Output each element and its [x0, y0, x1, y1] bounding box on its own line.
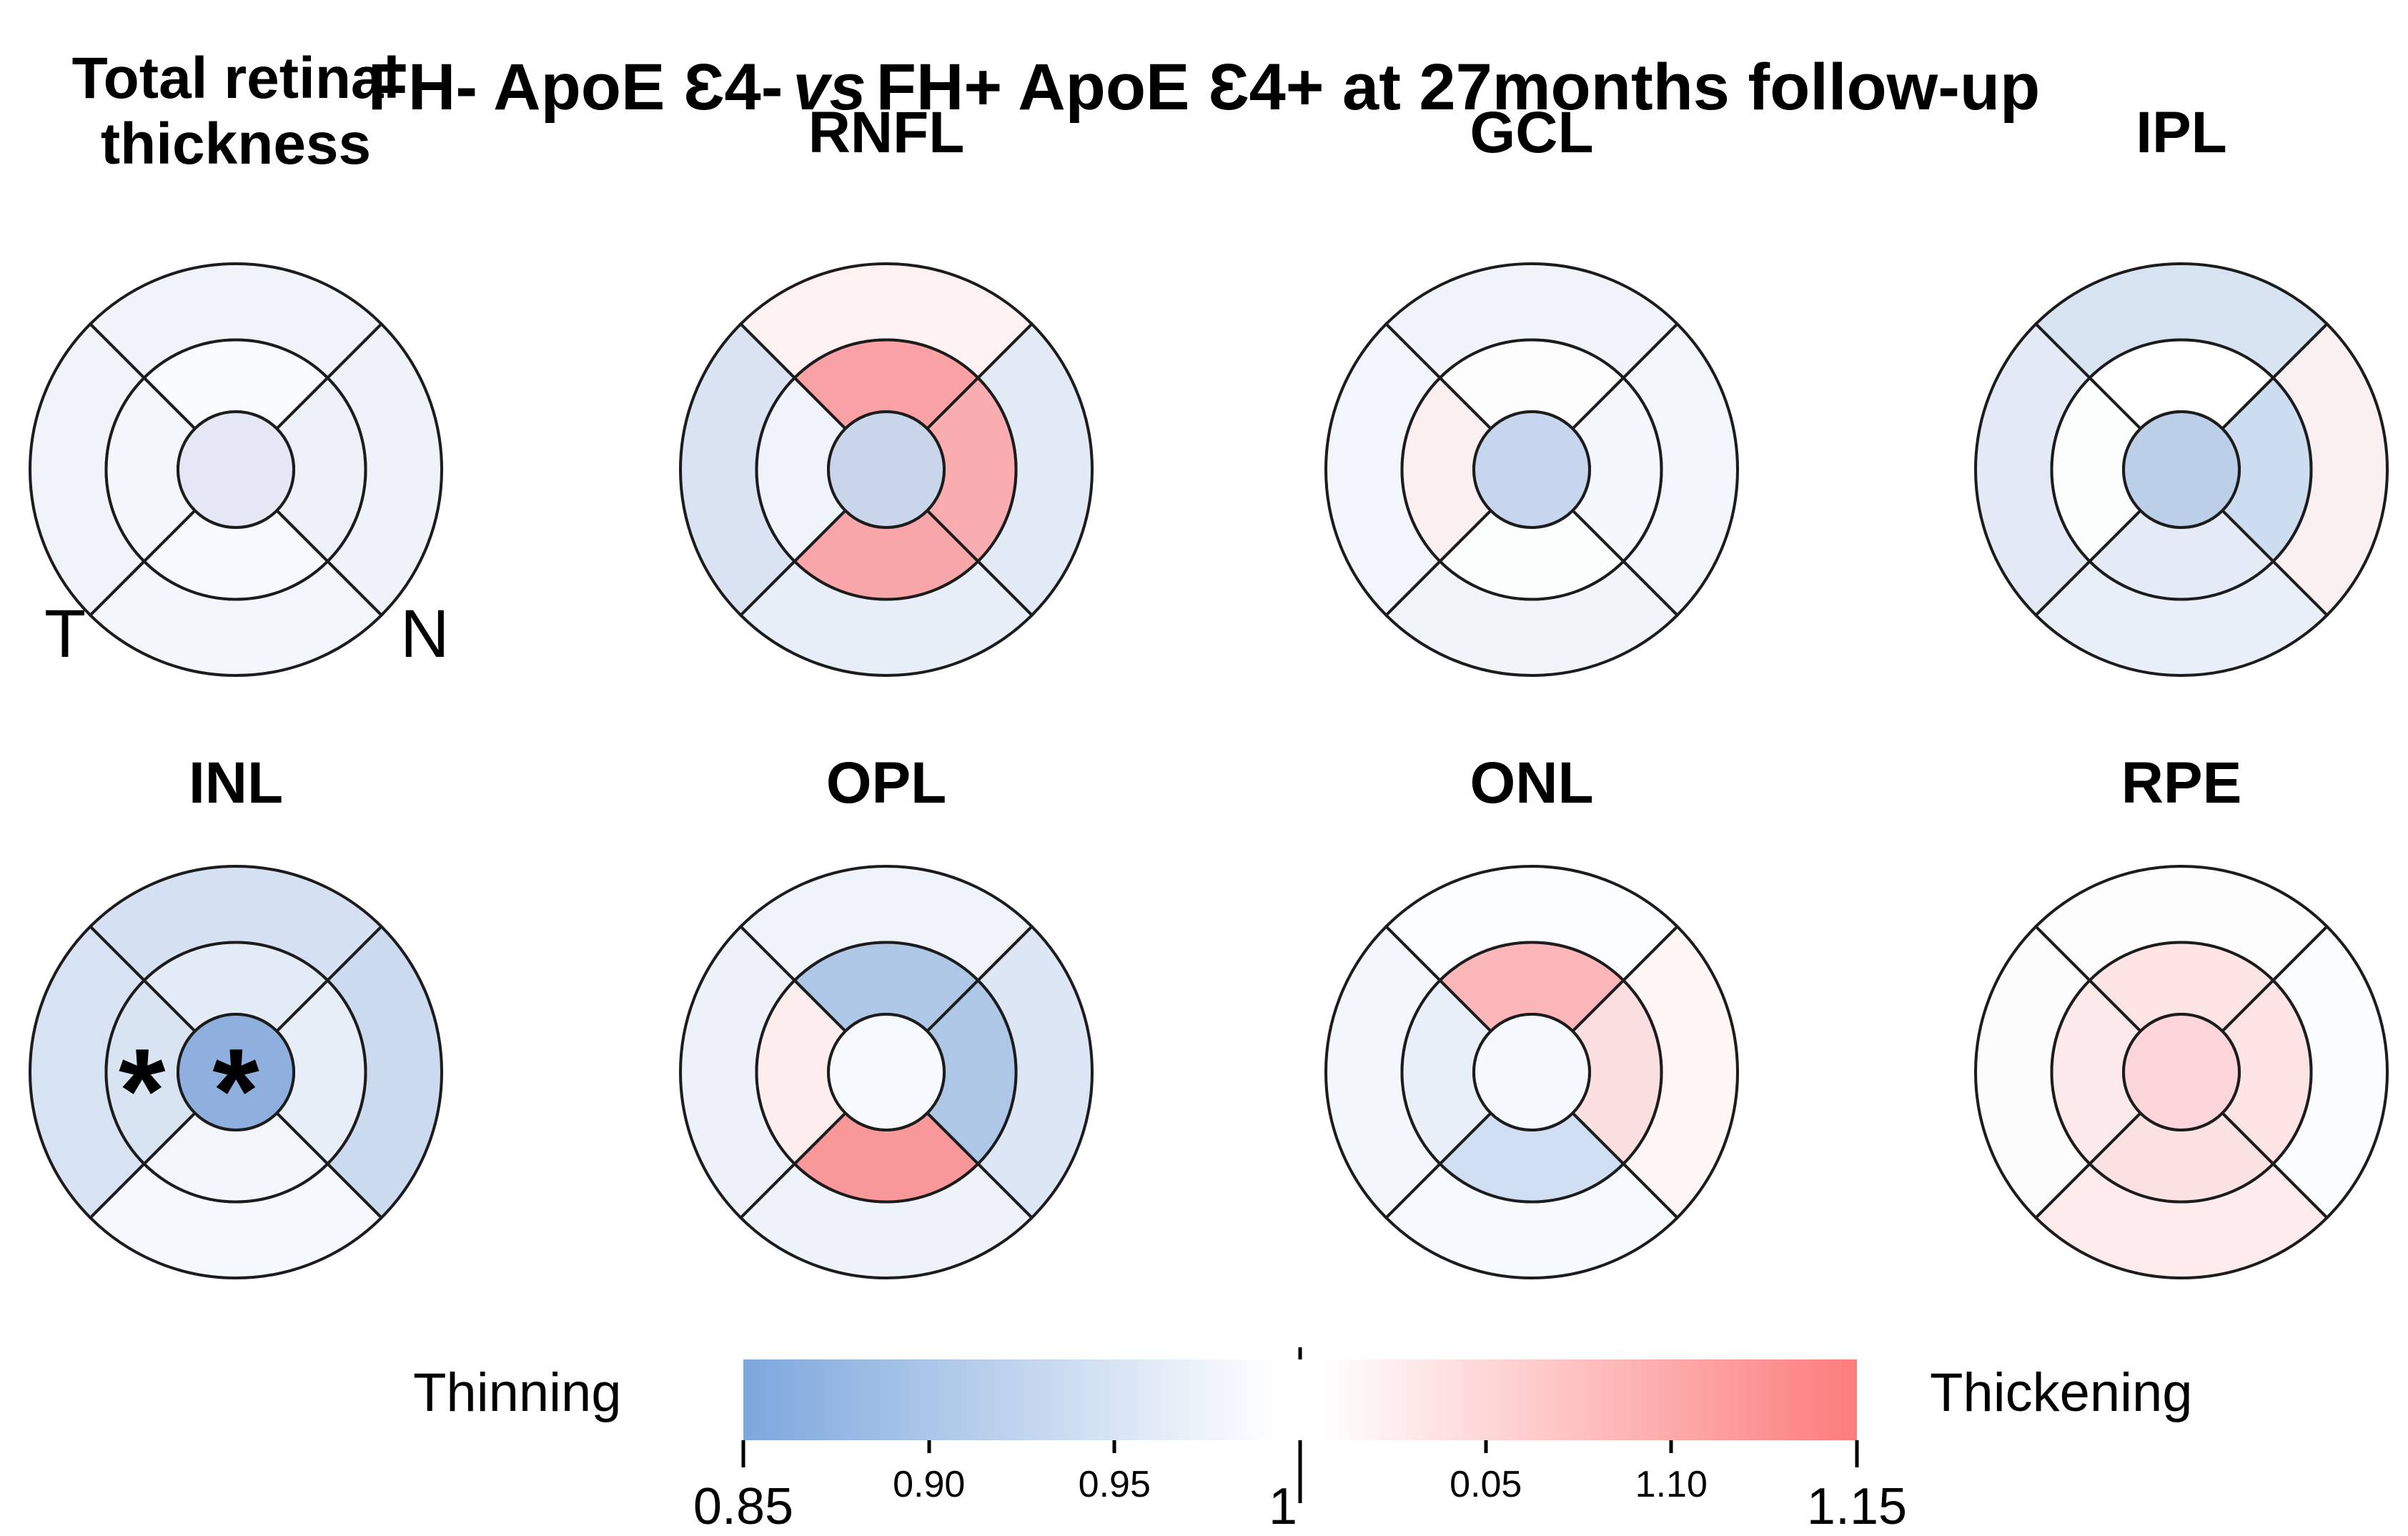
rnfl-fovea-segment — [826, 410, 946, 530]
colorbar-tick-label-1.10: 1.10 — [1635, 1464, 1708, 1505]
colorbar-tick-0.05 — [1484, 1440, 1488, 1453]
colorbar-gradient — [743, 1359, 1857, 1440]
figure-title: FH- ApoE Ɛ4- vs FH+ ApoE Ɛ4+ at 27months f… — [0, 50, 2408, 125]
colorbar-tick-label-0.90: 0.90 — [893, 1464, 966, 1505]
etdrs-grid-rpe — [1973, 864, 2389, 1280]
etdrs-grid-onl — [1324, 864, 1740, 1280]
onl-fovea-segment — [1472, 1012, 1592, 1132]
etdrs-plot-onl — [1317, 858, 1746, 1287]
figure-title-post: FH+ ApoE Ɛ4+ at 27months follow-up — [876, 50, 2041, 124]
nasal-label: N — [400, 596, 450, 672]
etdrs-plot-total — [21, 255, 450, 684]
colorbar-tick-1 — [1298, 1440, 1302, 1503]
etdrs-grid-gcl — [1324, 262, 1740, 678]
colorbar-tick-1.15 — [1855, 1440, 1859, 1467]
colorbar-tick-label-1: 1 — [1268, 1478, 1298, 1535]
thinning-label: Thinning — [413, 1362, 622, 1423]
colorbar: 0.85 0.90 0.95 1 0.05 1.10 1.15 — [693, 1347, 1907, 1535]
plot-title-ipl: IPL — [2136, 100, 2227, 165]
etdrs-plot-rnfl — [672, 255, 1101, 684]
opl-fovea-segment — [826, 1012, 946, 1132]
etdrs-plot-ipl — [1967, 255, 2396, 684]
etdrs-plot-opl — [672, 858, 1101, 1287]
colorbar-tick-label-0.85: 0.85 — [693, 1478, 794, 1535]
colorbar-tick-1.10 — [1669, 1440, 1673, 1453]
etdrs-grid-rnfl — [678, 262, 1094, 678]
etdrs-grid-total — [28, 262, 444, 678]
colorbar-tick-0.95 — [1112, 1440, 1116, 1453]
etdrs-grid-opl — [678, 864, 1094, 1280]
total-fovea-segment — [176, 410, 296, 530]
etdrs-grid-inl: * * — [28, 864, 444, 1280]
thickening-label: Thickening — [1930, 1362, 2193, 1423]
colorbar-tick-label-0.05: 0.05 — [1450, 1464, 1522, 1505]
etdrs-plot-gcl — [1317, 255, 1746, 684]
significance-asterisk: * — [119, 1024, 166, 1158]
temporal-label: T — [44, 596, 86, 672]
colorbar-top-tick — [1298, 1347, 1302, 1359]
colorbar-tick-label-0.95: 0.95 — [1078, 1464, 1151, 1505]
colorbar-tick-0.85 — [741, 1440, 745, 1467]
etdrs-plot-inl: * * — [21, 858, 450, 1287]
plot-title-opl: OPL — [826, 750, 947, 816]
plot-title-onl: ONL — [1470, 750, 1594, 816]
significance-asterisk: * — [212, 1024, 259, 1158]
plot-title-total: Total retinal thickness — [71, 46, 400, 177]
colorbar-tick-label-1.15: 1.15 — [1806, 1478, 1908, 1535]
ipl-fovea-segment — [2121, 410, 2241, 530]
figure-title-pre: FH- ApoE Ɛ4- — [367, 50, 783, 124]
plot-title-rpe: RPE — [2121, 750, 2242, 816]
plot-title-rnfl: RNFL — [808, 100, 965, 165]
etdrs-grid-ipl — [1973, 262, 2389, 678]
figure-title-vs: vs — [793, 50, 866, 124]
inl-fovea-segment — [176, 1012, 296, 1132]
colorbar-tick-0.90 — [927, 1440, 931, 1453]
rpe-fovea-segment — [2121, 1012, 2241, 1132]
etdrs-plot-rpe — [1967, 858, 2396, 1287]
plot-title-inl: INL — [188, 750, 284, 816]
plot-title-gcl: GCL — [1470, 100, 1594, 165]
gcl-fovea-segment — [1472, 410, 1592, 530]
